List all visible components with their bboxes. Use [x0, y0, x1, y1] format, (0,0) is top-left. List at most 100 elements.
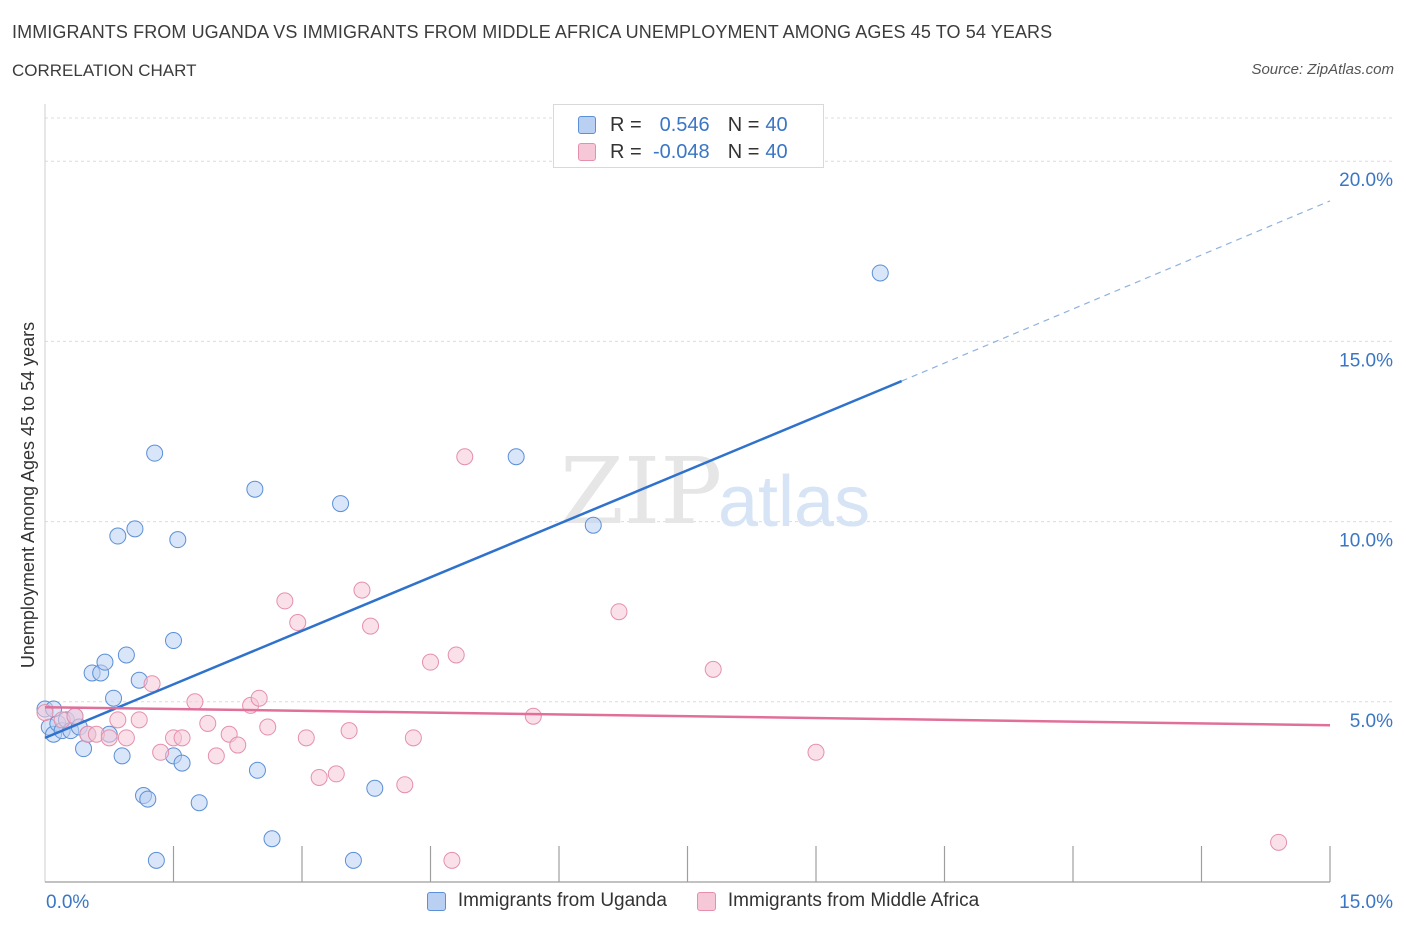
- legend-n-value: 40: [765, 113, 788, 136]
- data-point: [507, 448, 525, 466]
- source-credit: Source: ZipAtlas.com: [1251, 61, 1394, 78]
- legend-n-label: N =: [727, 113, 760, 136]
- data-point: [404, 729, 422, 747]
- series-middle-africa: [36, 448, 1288, 869]
- data-point: [1270, 833, 1288, 851]
- legend-swatch-middle-africa: [578, 143, 596, 161]
- data-point: [396, 776, 414, 794]
- data-point: [229, 736, 247, 754]
- watermark: ZIP atlas: [560, 438, 870, 545]
- data-point: [109, 527, 127, 545]
- trend-lines: [44, 200, 1331, 740]
- data-point: [126, 520, 144, 538]
- trend-line-uganda: [44, 379, 903, 740]
- legend-swatch-uganda: [578, 116, 596, 134]
- legend-r-label: R =: [610, 140, 642, 163]
- legend-row-middle-africa: R = -0.048 N = 40: [578, 140, 788, 164]
- series-swatch-uganda: [426, 891, 446, 911]
- data-point: [871, 264, 889, 282]
- data-points: [36, 264, 1288, 869]
- data-point: [109, 711, 127, 729]
- data-point: [327, 765, 345, 783]
- data-point: [207, 747, 225, 765]
- data-point: [146, 444, 164, 462]
- series-legend-uganda: Immigrants from Uganda: [426, 890, 667, 912]
- data-point: [190, 794, 208, 812]
- data-point: [199, 714, 217, 732]
- data-point: [704, 660, 722, 678]
- correlation-legend: R = 0.546 N = 40 R = -0.048 N = 40: [553, 104, 824, 168]
- y-axis-title: Unemployment Among Ages 45 to 54 years: [18, 322, 38, 668]
- watermark-zip: ZIP: [560, 438, 722, 545]
- data-point: [117, 646, 135, 664]
- x-tick-label: 0.0%: [46, 892, 89, 913]
- series-name-middle-africa: Immigrants from Middle Africa: [727, 890, 980, 911]
- y-tick-label: 10.0%: [1339, 531, 1393, 552]
- grid-lines: [45, 117, 1395, 703]
- y-tick-label: 15.0%: [1339, 350, 1393, 371]
- data-point: [422, 653, 439, 671]
- data-point: [100, 729, 118, 747]
- data-point: [152, 743, 170, 761]
- chart-subtitle: CORRELATION CHART: [12, 61, 197, 80]
- data-point: [524, 707, 542, 725]
- data-point: [147, 851, 165, 869]
- data-point: [443, 851, 461, 869]
- legend-n-label: N =: [727, 140, 760, 163]
- legend-r-value: 0.546: [659, 113, 710, 136]
- data-point: [259, 718, 277, 736]
- axes: [44, 104, 1331, 883]
- legend-n-value: 40: [765, 140, 788, 163]
- legend-r-value: -0.048: [652, 140, 710, 163]
- data-point: [250, 689, 268, 707]
- x-tick-label: 15.0%: [1339, 892, 1393, 913]
- data-point: [173, 754, 191, 772]
- data-point: [310, 768, 328, 786]
- data-point: [297, 729, 315, 747]
- data-point: [362, 617, 380, 635]
- data-point: [344, 851, 362, 869]
- data-point: [186, 693, 204, 711]
- data-point: [263, 830, 281, 848]
- data-point: [246, 480, 264, 498]
- y-tick-label: 20.0%: [1339, 170, 1393, 191]
- data-point: [340, 722, 358, 740]
- series-uganda: [36, 264, 889, 869]
- data-point: [36, 704, 54, 722]
- series-legend-middle-africa: Immigrants from Middle Africa: [696, 890, 980, 912]
- data-point: [165, 632, 182, 650]
- data-point: [75, 740, 93, 758]
- data-point: [248, 761, 266, 779]
- data-point: [169, 531, 187, 549]
- series-legend: Immigrants from Uganda Immigrants from M…: [0, 890, 1406, 912]
- data-point: [139, 790, 157, 808]
- trend-line-uganda-extension: [901, 200, 1331, 382]
- data-point: [807, 743, 825, 761]
- chart-title: IMMIGRANTS FROM UGANDA VS IMMIGRANTS FRO…: [12, 22, 1053, 42]
- series-name-uganda: Immigrants from Uganda: [457, 890, 667, 911]
- trend-line-middle-africa: [44, 705, 1331, 727]
- data-point: [105, 689, 123, 707]
- data-point: [584, 516, 602, 534]
- data-point: [276, 592, 294, 610]
- data-point: [173, 729, 191, 747]
- legend-r-label: R =: [610, 113, 642, 136]
- data-point: [113, 747, 131, 765]
- data-point: [456, 448, 474, 466]
- data-point: [610, 603, 628, 621]
- data-point: [289, 614, 307, 632]
- data-point: [143, 675, 161, 693]
- y-tick-label: 5.0%: [1350, 711, 1393, 732]
- data-point: [130, 711, 148, 729]
- axis-labels: 5.0% 10.0% 15.0% 20.0% 0.0% 15.0% Unemployment…: [18, 170, 1393, 913]
- data-point: [366, 779, 384, 797]
- data-point: [96, 653, 114, 671]
- series-swatch-middle-africa: [696, 891, 716, 911]
- data-point: [447, 646, 465, 664]
- data-point: [332, 495, 350, 513]
- watermark-atlas: atlas: [718, 462, 870, 542]
- legend-row-uganda: R = 0.546 N = 40: [578, 113, 788, 137]
- data-point: [353, 581, 371, 599]
- data-point: [117, 729, 135, 747]
